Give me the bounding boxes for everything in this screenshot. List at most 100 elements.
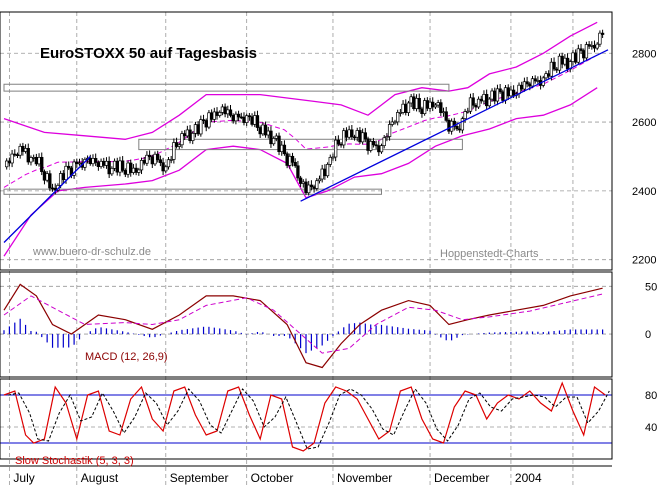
candle-body xyxy=(398,112,403,114)
candle-body xyxy=(579,48,583,51)
candle-body xyxy=(123,170,127,175)
macd-signal-line xyxy=(3,293,603,354)
price-tick-label: 2800 xyxy=(632,48,656,60)
candle-body xyxy=(587,44,591,47)
candle-body xyxy=(530,78,535,87)
macd-panel xyxy=(3,283,604,369)
candle-body xyxy=(573,52,578,63)
candle-body xyxy=(493,90,497,102)
candle-body xyxy=(422,100,427,115)
candle-body xyxy=(528,83,532,87)
candle-body xyxy=(576,48,580,63)
candle-body xyxy=(312,186,316,189)
candle-body xyxy=(226,109,230,115)
trend-line xyxy=(300,49,609,202)
support-boxes xyxy=(3,83,463,195)
candle-body xyxy=(331,156,335,159)
candle-body xyxy=(479,98,483,102)
candle-body xyxy=(582,50,586,59)
candle-body xyxy=(212,111,216,120)
macd-panel-frame xyxy=(0,271,613,378)
candle-body xyxy=(355,130,359,138)
candle-body xyxy=(139,160,144,171)
candle-body xyxy=(482,94,486,102)
candle-body xyxy=(485,94,489,107)
candle-body xyxy=(161,162,165,172)
candle-body xyxy=(304,181,308,194)
month-tick-label: October xyxy=(251,471,294,485)
candle-body xyxy=(209,112,214,120)
candle-body xyxy=(460,118,465,131)
month-tick-label: September xyxy=(170,471,229,485)
candle-body xyxy=(301,181,305,184)
lower-band-line xyxy=(3,87,598,257)
candle-body xyxy=(439,102,443,113)
candle-body xyxy=(452,120,456,127)
candle-body xyxy=(236,113,241,118)
candle-body xyxy=(266,130,270,136)
candle-body xyxy=(414,97,419,110)
candle-body xyxy=(463,111,467,119)
candle-body xyxy=(323,168,327,177)
candle-body xyxy=(501,91,505,101)
candle-body xyxy=(142,160,146,164)
candle-body xyxy=(180,133,184,146)
candle-body xyxy=(5,160,9,168)
candle-body xyxy=(34,156,39,165)
candle-body xyxy=(315,180,319,189)
candle-body xyxy=(88,157,92,165)
candle-body xyxy=(58,173,63,186)
candle-body xyxy=(412,96,416,110)
candle-body xyxy=(166,159,171,168)
candle-body xyxy=(458,128,462,131)
candle-body xyxy=(347,129,351,138)
candle-body xyxy=(396,112,400,123)
candle-body xyxy=(253,115,257,125)
candle-body xyxy=(336,139,341,145)
candle-body xyxy=(29,157,33,163)
candle-body xyxy=(525,81,529,85)
candle-body xyxy=(239,116,243,119)
candle-body xyxy=(250,116,254,125)
candle-body xyxy=(199,119,203,135)
stochastic-d-line xyxy=(7,388,610,450)
candle-body xyxy=(77,162,82,165)
candle-body xyxy=(563,57,567,65)
stochastic-label: Slow Stochastik (5, 3, 3) xyxy=(15,455,134,467)
trend-line xyxy=(3,156,91,243)
candle-body xyxy=(112,160,117,169)
candle-body xyxy=(277,135,281,153)
candle-body xyxy=(185,129,190,137)
candle-body xyxy=(261,124,265,135)
candle-body xyxy=(560,55,564,65)
candle-body xyxy=(72,161,76,176)
candle-body xyxy=(234,113,238,122)
candle-body xyxy=(104,160,109,166)
candle-body xyxy=(196,124,200,135)
candle-body xyxy=(263,124,268,136)
candle-body xyxy=(223,106,227,115)
candle-body xyxy=(215,111,219,116)
candle-body xyxy=(358,130,362,143)
candle-body xyxy=(285,153,289,166)
month-tick-label: 2004 xyxy=(515,471,542,485)
candle-body xyxy=(447,120,451,132)
candle-body xyxy=(552,61,556,70)
upper-band-line xyxy=(3,21,598,140)
candle-body xyxy=(177,144,181,147)
support-box xyxy=(138,138,463,151)
candle-body xyxy=(10,153,14,164)
month-tick-label: December xyxy=(434,471,489,485)
candle-body xyxy=(387,124,392,137)
candle-body xyxy=(280,144,284,153)
candle-body xyxy=(474,104,478,108)
candle-body xyxy=(126,162,130,175)
candle-body xyxy=(7,160,12,164)
source-label: Hoppenstedt-Charts xyxy=(440,248,539,260)
candle-body xyxy=(147,154,152,158)
candle-body xyxy=(428,101,432,109)
candle-body xyxy=(61,173,65,181)
candle-body xyxy=(536,80,540,82)
candle-body xyxy=(102,160,106,166)
